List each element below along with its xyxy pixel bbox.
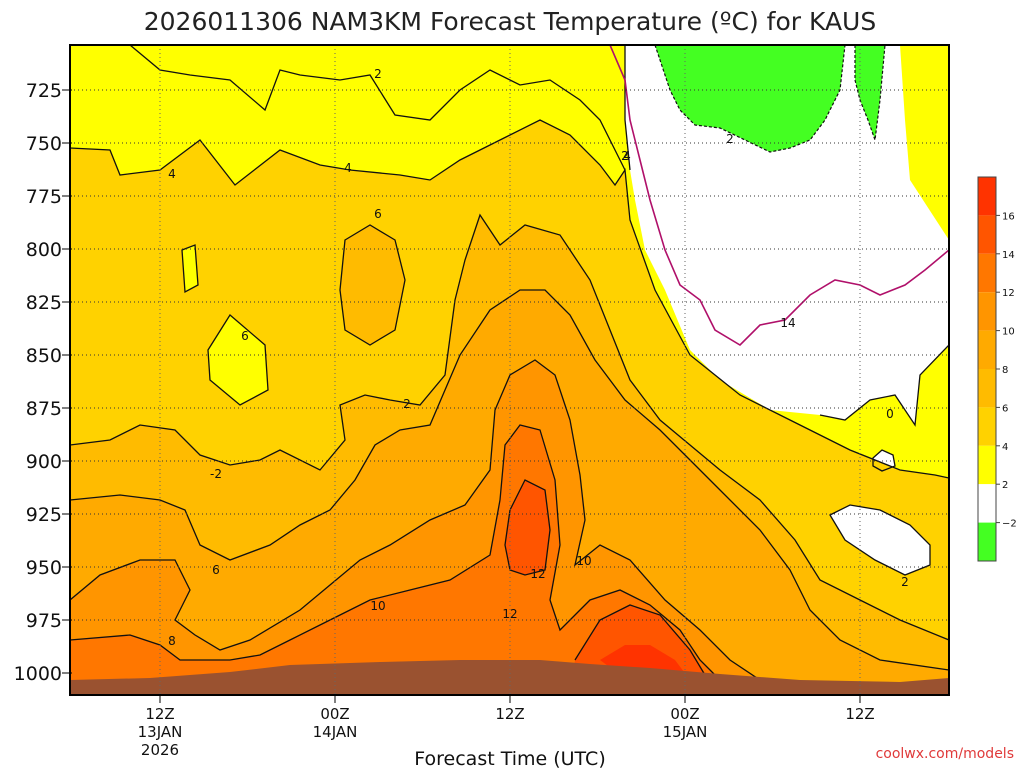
colorbar-bin bbox=[978, 177, 996, 216]
contour-label: 10 bbox=[370, 599, 385, 613]
vertical-gridlines bbox=[159, 45, 861, 695]
y-axis-ticks: 725 750 775 800 825 850 875 900 925 950 975 1000 bbox=[14, 80, 72, 685]
y-tick-label: 725 bbox=[26, 80, 62, 102]
y-tick-label: 950 bbox=[26, 557, 62, 579]
y-tick-label: 875 bbox=[26, 398, 62, 420]
colorbar-bin bbox=[978, 253, 996, 293]
contour-label: 8 bbox=[168, 634, 176, 648]
y-tick-label: 825 bbox=[26, 292, 62, 314]
colorbar-tick-label: 14 bbox=[1002, 250, 1015, 261]
colorbar-tick-label: 12 bbox=[1002, 288, 1015, 299]
contour-label: 12 bbox=[530, 567, 545, 581]
band-minus2-2 bbox=[625, 45, 949, 425]
x-tick-label: 12Z bbox=[845, 705, 874, 723]
contour-label: 14 bbox=[780, 316, 795, 330]
contour-label: 2 bbox=[901, 575, 909, 589]
contour-label: 12 bbox=[502, 607, 517, 621]
band-12-14 bbox=[70, 425, 735, 695]
negative-isotherm-lines bbox=[654, 45, 886, 153]
contour-label: 2 bbox=[374, 67, 382, 81]
band-2-4-island-small bbox=[182, 245, 198, 292]
colorbar-bin bbox=[978, 330, 996, 369]
x-tick-label: 14JAN bbox=[313, 723, 358, 741]
x-axis-title: Forecast Time (UTC) bbox=[414, 748, 605, 768]
y-tick-label: 1000 bbox=[14, 663, 62, 685]
contour-label: 6 bbox=[374, 207, 382, 221]
colorbar-tick-label: 10 bbox=[1002, 327, 1015, 338]
contour-label: 4 bbox=[344, 161, 352, 175]
contour-label: 6 bbox=[212, 563, 220, 577]
colorbar-bin bbox=[978, 484, 996, 523]
x-tick-label: 15JAN bbox=[663, 723, 708, 741]
y-tick-label: 775 bbox=[26, 186, 62, 208]
x-tick-label: 2026 bbox=[141, 741, 179, 759]
y-tick-label: 800 bbox=[26, 239, 62, 261]
contour-label: 2 bbox=[621, 149, 629, 163]
colorbar: 16 14 12 10 8 6 4 2 −2 bbox=[977, 176, 1017, 562]
band-14-16 bbox=[505, 480, 550, 575]
colorbar-bin bbox=[978, 369, 996, 408]
contour-label: 10 bbox=[576, 554, 591, 568]
contour-label: -2 bbox=[210, 467, 222, 481]
x-tick-label: 12Z bbox=[145, 705, 174, 723]
contour-label: 2 bbox=[726, 132, 734, 146]
y-tick-label: 925 bbox=[26, 504, 62, 526]
colorbar-tick-label: 16 bbox=[1002, 211, 1015, 222]
y-tick-label: 900 bbox=[26, 451, 62, 473]
x-tick-label: 00Z bbox=[320, 705, 349, 723]
band-2-4-island bbox=[208, 315, 268, 405]
colorbar-tick-label: 8 bbox=[1002, 365, 1008, 376]
colorbar-tick-label: 4 bbox=[1002, 442, 1008, 453]
chart-title: 2026011306 NAM3KM Forecast Temperature (… bbox=[144, 7, 876, 36]
y-tick-label: 850 bbox=[26, 345, 62, 367]
colorbar-bin bbox=[978, 522, 996, 561]
contour-label: 4 bbox=[168, 167, 176, 181]
colorbar-bin bbox=[978, 292, 996, 331]
isotherm-lines bbox=[70, 45, 949, 695]
colorbar-tick-label: 2 bbox=[1002, 480, 1008, 491]
contour-label: 6 bbox=[241, 329, 249, 343]
contour-label: 2 bbox=[403, 397, 411, 411]
x-tick-label: 13JAN bbox=[138, 723, 183, 741]
contour-label: 4 bbox=[623, 149, 631, 163]
band-below-minus2 bbox=[655, 45, 845, 152]
colorbar-tick-label: −2 bbox=[1002, 519, 1017, 530]
colorbar-bin bbox=[978, 215, 996, 254]
horizontal-gridlines bbox=[70, 89, 949, 621]
band-6-8-island bbox=[340, 225, 405, 345]
x-tick-label: 12Z bbox=[495, 705, 524, 723]
watermark: coolwx.com/models bbox=[876, 746, 1014, 762]
colorbar-bin bbox=[978, 445, 996, 485]
contour-label: 0 bbox=[886, 407, 894, 421]
x-tick-label: 00Z bbox=[670, 705, 699, 723]
y-tick-label: 975 bbox=[26, 610, 62, 632]
zero-isotherm-line bbox=[609, 45, 949, 347]
colorbar-tick-label: 6 bbox=[1002, 403, 1008, 414]
y-tick-label: 750 bbox=[26, 133, 62, 155]
colorbar-bin bbox=[978, 407, 996, 446]
